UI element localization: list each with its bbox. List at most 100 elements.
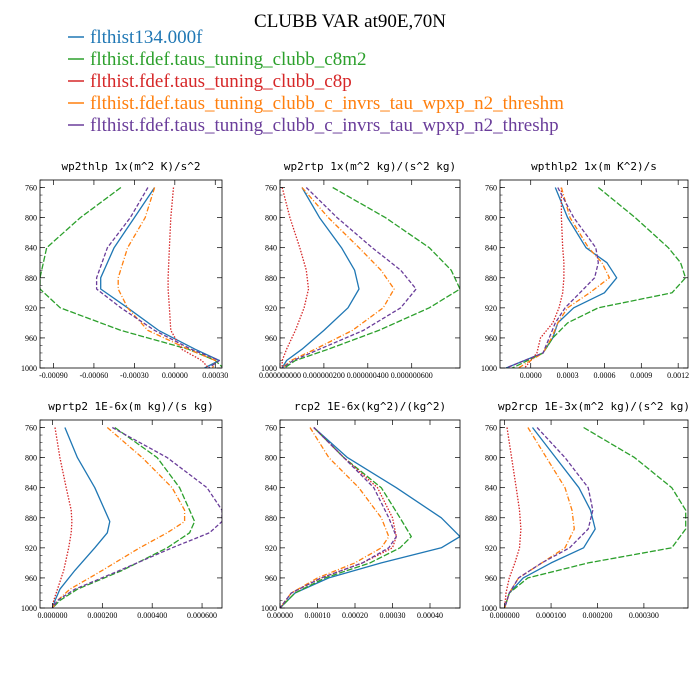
series-line	[100, 187, 220, 368]
y-tick-label: 920	[265, 304, 277, 313]
panel-title: wprtp2 1E-6x(m kg)/(s kg)	[48, 400, 214, 413]
plot-frame	[279, 179, 461, 369]
x-tick-label: 0.000000	[37, 611, 67, 620]
y-tick-label: 840	[265, 484, 277, 493]
legend-label: flthist.fdef.taus_tuning_clubb_c_invrs_t…	[90, 115, 559, 136]
series-line	[503, 426, 687, 608]
x-tick-label: 0.0000	[520, 371, 542, 380]
y-tick-label: 800	[485, 214, 497, 223]
x-tick-label: 0.000100	[536, 611, 566, 620]
y-tick-label: 920	[25, 304, 37, 313]
y-tick-label: 960	[25, 334, 37, 343]
y-tick-label: 1000	[21, 604, 37, 613]
y-tick-label: 960	[265, 574, 277, 583]
series-line	[280, 427, 390, 608]
legend-entry: flthist.fdef.taus_tuning_clubb_c_invrs_t…	[68, 93, 564, 114]
series-line	[40, 186, 222, 368]
x-tick-label: 0.0006	[593, 371, 615, 380]
series-line	[512, 186, 687, 368]
x-tick-label: 0.000200	[87, 611, 117, 620]
y-tick-label: 960	[265, 334, 277, 343]
x-tick-label: -0.00060	[80, 371, 109, 380]
y-tick-label: 800	[485, 454, 497, 463]
chart-panel: wprtp2 1E-6x(m kg)/(s kg) 760 800 840 880 920…	[21, 400, 223, 620]
legend-label: flthist.fdef.taus_tuning_clubb_c_invrs_t…	[90, 93, 564, 114]
chart-panel: wpthlp2 1x(m K^2)/s 760 800 840 880 920 960 100…	[481, 160, 689, 380]
plot-frame	[279, 419, 461, 609]
series-line	[52, 426, 196, 608]
chart-panel: wp2rtp 1x(m^2 kg)/(s^2 kg) 760 800 840 880 92…	[259, 160, 461, 380]
y-tick-label: 800	[25, 454, 37, 463]
x-tick-label: 0.00010	[305, 611, 331, 620]
series-line	[280, 427, 412, 608]
y-tick-label: 1000	[261, 364, 277, 373]
series-line	[281, 187, 310, 368]
x-tick-label: 0.000300	[629, 611, 659, 620]
panel-title: rcp2 1E-6x(kg^2)/(kg^2)	[294, 400, 446, 413]
x-tick-label: 0.00030	[380, 611, 406, 620]
figure-title: CLUBB VAR at90E,70N	[254, 11, 446, 32]
x-tick-label: 0.0012	[667, 371, 689, 380]
y-tick-label: 960	[485, 574, 497, 583]
y-tick-label: 840	[485, 244, 497, 253]
y-tick-label: 800	[265, 454, 277, 463]
y-tick-label: 760	[25, 424, 37, 433]
legend-entry: flthist.fdef.taus_tuning_clubb_c_invrs_t…	[68, 115, 559, 136]
chart-panels: wp2thlp 1x(m^2 K)/s^2 760 800 840 880 920 960 1…	[21, 160, 690, 620]
series-line	[284, 186, 460, 368]
y-tick-label: 1000	[481, 364, 497, 373]
legend-entry: flthist134.000f	[68, 27, 203, 48]
series-line	[518, 187, 611, 368]
y-tick-label: 960	[25, 574, 37, 583]
panel-title: wpthlp2 1x(m K^2)/s	[531, 160, 657, 173]
series-line	[524, 187, 565, 368]
series-line	[503, 427, 522, 608]
chart-panel: wp2rcp 1E-3x(m^2 kg)/(s^2 kg) 760 800 840 88…	[481, 400, 690, 620]
y-tick-label: 880	[25, 274, 37, 283]
series-line	[95, 187, 220, 368]
y-tick-label: 760	[265, 424, 277, 433]
series-line	[280, 427, 397, 608]
series-line	[51, 427, 111, 608]
x-tick-label: 0.0003	[557, 371, 579, 380]
series-line	[281, 187, 360, 368]
y-tick-label: 920	[485, 544, 497, 553]
y-tick-label: 880	[265, 274, 277, 283]
x-tick-label: 0.00000	[267, 611, 293, 620]
series-line	[281, 187, 417, 368]
x-tick-label: 0.000000600	[391, 371, 433, 380]
y-tick-label: 760	[265, 184, 277, 193]
series-line	[280, 427, 397, 608]
y-tick-label: 760	[485, 184, 497, 193]
x-tick-label: -0.00030	[120, 371, 149, 380]
panel-title: wp2thlp 1x(m^2 K)/s^2	[61, 160, 200, 173]
chart-panel: rcp2 1E-6x(kg^2)/(kg^2) 760 800 840 880 920 96…	[261, 400, 461, 620]
legend-entry: flthist.fdef.taus_tuning_clubb_c8m2	[68, 49, 367, 70]
y-tick-label: 760	[485, 424, 497, 433]
legend-label: flthist.fdef.taus_tuning_clubb_c8p	[90, 71, 352, 92]
plot-frame	[39, 419, 223, 609]
chart-panel: wp2thlp 1x(m^2 K)/s^2 760 800 840 880 920 960 1…	[21, 160, 228, 380]
x-tick-label: 0.000000200	[303, 371, 345, 380]
x-tick-label: 0.000200	[582, 611, 612, 620]
x-tick-label: -0.00090	[39, 371, 68, 380]
series-line	[503, 427, 596, 608]
series-line	[281, 187, 395, 368]
series-line	[167, 187, 209, 368]
panel-title: wp2rcp 1E-3x(m^2 kg)/(s^2 kg)	[498, 400, 690, 413]
x-tick-label: 0.000400	[137, 611, 167, 620]
x-tick-label: 0.00000	[162, 371, 188, 380]
y-tick-label: 800	[265, 214, 277, 223]
y-tick-label: 840	[25, 484, 37, 493]
series-line	[51, 427, 186, 608]
x-tick-label: 0.000000	[490, 611, 520, 620]
series-line	[505, 187, 599, 368]
x-tick-label: 0.0009	[630, 371, 652, 380]
plot-frame	[499, 179, 689, 369]
series-line	[503, 427, 594, 608]
x-tick-label: 0.000600	[187, 611, 217, 620]
y-tick-label: 880	[25, 514, 37, 523]
y-tick-label: 880	[265, 514, 277, 523]
legend-label: flthist134.000f	[90, 27, 203, 48]
